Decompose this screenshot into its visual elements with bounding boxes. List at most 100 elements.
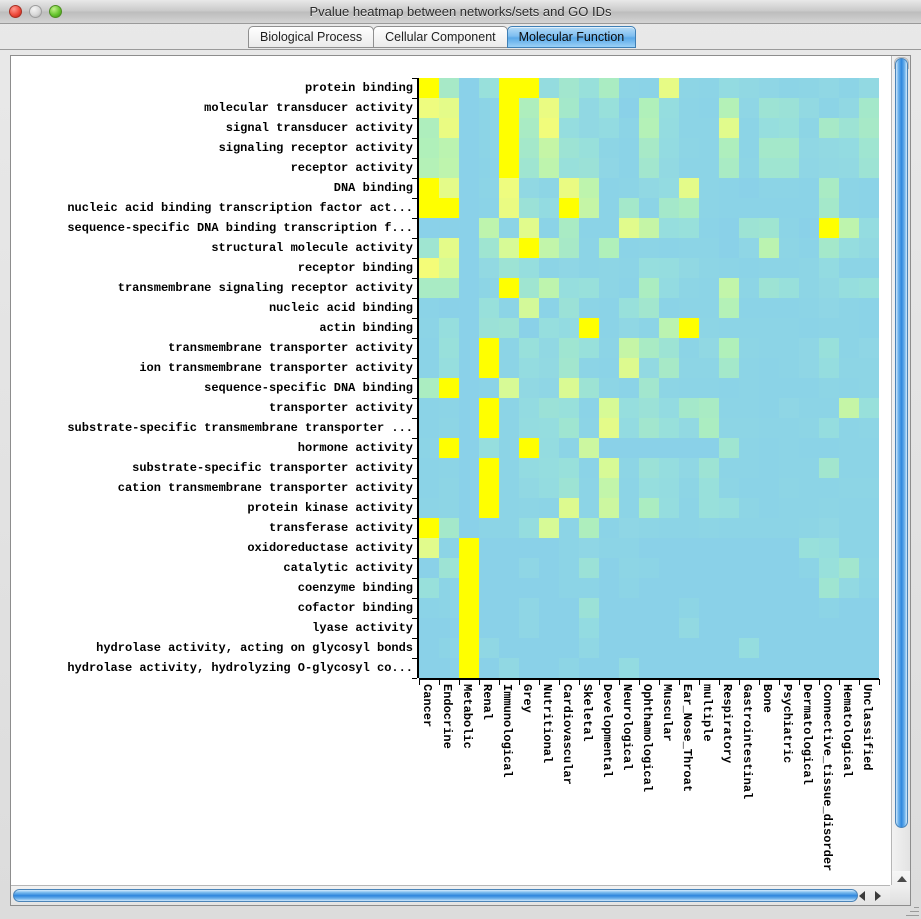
close-button[interactable] <box>9 5 22 18</box>
heatmap-cell[interactable] <box>599 598 619 618</box>
heatmap-cell[interactable] <box>819 558 839 578</box>
heatmap-cell[interactable] <box>819 578 839 598</box>
heatmap-cell[interactable] <box>759 298 779 318</box>
heatmap-cell[interactable] <box>539 98 559 118</box>
heatmap-cell[interactable] <box>759 378 779 398</box>
heatmap-cell[interactable] <box>759 318 779 338</box>
heatmap-cell[interactable] <box>519 118 539 138</box>
heatmap-cell[interactable] <box>559 658 579 678</box>
heatmap-cell[interactable] <box>479 398 499 418</box>
heatmap-cell[interactable] <box>699 78 719 98</box>
heatmap-cell[interactable] <box>539 298 559 318</box>
heatmap-cell[interactable] <box>519 438 539 458</box>
heatmap-cell[interactable] <box>599 78 619 98</box>
heatmap-cell[interactable] <box>439 298 459 318</box>
heatmap-cell[interactable] <box>739 78 759 98</box>
heatmap-cell[interactable] <box>579 158 599 178</box>
heatmap-cell[interactable] <box>459 598 479 618</box>
heatmap-cell[interactable] <box>799 258 819 278</box>
heatmap-cell[interactable] <box>779 178 799 198</box>
heatmap-cell[interactable] <box>439 658 459 678</box>
heatmap-cell[interactable] <box>719 178 739 198</box>
heatmap-cell[interactable] <box>499 258 519 278</box>
heatmap-cell[interactable] <box>719 138 739 158</box>
heatmap-cell[interactable] <box>799 158 819 178</box>
heatmap-cell[interactable] <box>479 198 499 218</box>
heatmap-cell[interactable] <box>579 378 599 398</box>
heatmap-cell[interactable] <box>559 498 579 518</box>
heatmap-cell[interactable] <box>679 318 699 338</box>
heatmap-cell[interactable] <box>539 458 559 478</box>
heatmap-cell[interactable] <box>619 358 639 378</box>
heatmap-cell[interactable] <box>519 358 539 378</box>
heatmap-cell[interactable] <box>759 658 779 678</box>
heatmap-cell[interactable] <box>779 538 799 558</box>
vertical-scrollbar-thumb[interactable] <box>895 58 908 828</box>
heatmap-cell[interactable] <box>659 118 679 138</box>
heatmap-cell[interactable] <box>579 398 599 418</box>
heatmap-cell[interactable] <box>619 658 639 678</box>
heatmap-cell[interactable] <box>859 458 879 478</box>
heatmap-cell[interactable] <box>479 458 499 478</box>
heatmap-cell[interactable] <box>599 318 619 338</box>
heatmap-cell[interactable] <box>639 518 659 538</box>
heatmap-cell[interactable] <box>819 598 839 618</box>
heatmap-cell[interactable] <box>839 238 859 258</box>
heatmap-cell[interactable] <box>699 658 719 678</box>
heatmap-cell[interactable] <box>439 638 459 658</box>
heatmap-cell[interactable] <box>519 378 539 398</box>
scroll-left-arrow-icon[interactable] <box>859 891 865 901</box>
heatmap-cell[interactable] <box>839 558 859 578</box>
heatmap-cell[interactable] <box>559 458 579 478</box>
heatmap-cell[interactable] <box>519 218 539 238</box>
heatmap-cell[interactable] <box>499 518 519 538</box>
heatmap-cell[interactable] <box>439 378 459 398</box>
heatmap-cell[interactable] <box>499 498 519 518</box>
heatmap-cell[interactable] <box>559 638 579 658</box>
heatmap-cell[interactable] <box>559 238 579 258</box>
heatmap-cell[interactable] <box>579 658 599 678</box>
heatmap-cell[interactable] <box>499 638 519 658</box>
heatmap-cell[interactable] <box>739 418 759 438</box>
heatmap-cell[interactable] <box>439 218 459 238</box>
heatmap-cell[interactable] <box>739 218 759 238</box>
heatmap-cell[interactable] <box>619 178 639 198</box>
heatmap-cell[interactable] <box>539 118 559 138</box>
heatmap-cell[interactable] <box>779 578 799 598</box>
heatmap-cell[interactable] <box>559 478 579 498</box>
heatmap-cell[interactable] <box>859 218 879 238</box>
heatmap-cell[interactable] <box>699 118 719 138</box>
heatmap-cell[interactable] <box>679 498 699 518</box>
heatmap-cell[interactable] <box>459 498 479 518</box>
heatmap-cell[interactable] <box>719 258 739 278</box>
heatmap-cell[interactable] <box>719 78 739 98</box>
heatmap-cell[interactable] <box>739 598 759 618</box>
heatmap-cell[interactable] <box>819 498 839 518</box>
heatmap-cell[interactable] <box>819 438 839 458</box>
heatmap-cell[interactable] <box>519 518 539 538</box>
heatmap-cell[interactable] <box>539 658 559 678</box>
heatmap-cell[interactable] <box>699 638 719 658</box>
heatmap-cell[interactable] <box>859 418 879 438</box>
heatmap-cell[interactable] <box>679 418 699 438</box>
heatmap-cell[interactable] <box>599 118 619 138</box>
heatmap-cell[interactable] <box>579 258 599 278</box>
heatmap-cell[interactable] <box>539 238 559 258</box>
heatmap-cell[interactable] <box>639 378 659 398</box>
heatmap-cell[interactable] <box>479 498 499 518</box>
heatmap-cell[interactable] <box>799 378 819 398</box>
heatmap-cell[interactable] <box>539 198 559 218</box>
heatmap-cell[interactable] <box>479 78 499 98</box>
heatmap-cell[interactable] <box>419 518 439 538</box>
heatmap-cell[interactable] <box>419 198 439 218</box>
heatmap-cell[interactable] <box>679 658 699 678</box>
heatmap-cell[interactable] <box>839 338 859 358</box>
heatmap-cell[interactable] <box>559 298 579 318</box>
heatmap-cell[interactable] <box>699 418 719 438</box>
heatmap-cell[interactable] <box>539 278 559 298</box>
heatmap-cell[interactable] <box>439 78 459 98</box>
heatmap-cell[interactable] <box>479 658 499 678</box>
heatmap-cell[interactable] <box>579 78 599 98</box>
heatmap-cell[interactable] <box>739 558 759 578</box>
heatmap-cell[interactable] <box>739 298 759 318</box>
